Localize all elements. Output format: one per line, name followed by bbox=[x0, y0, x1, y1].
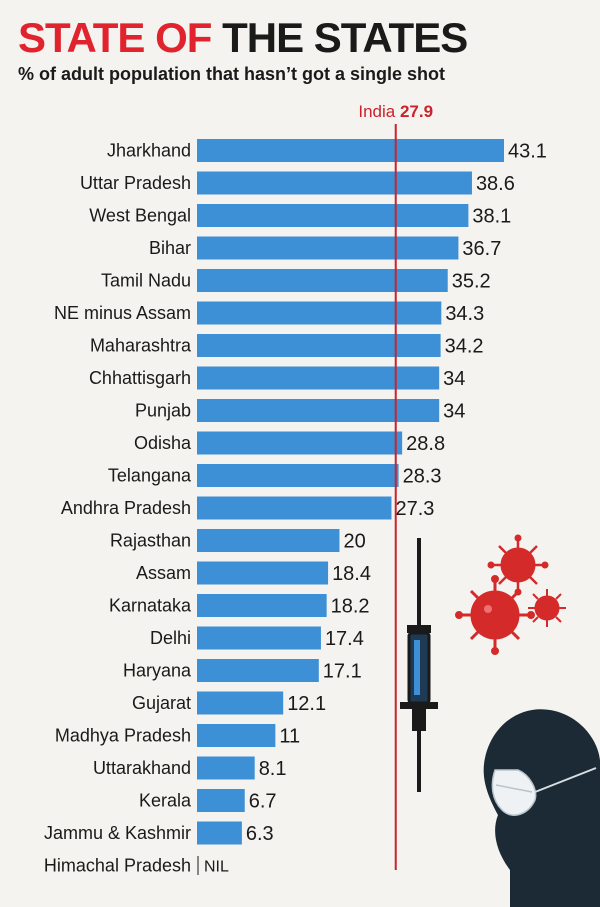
virus-icon bbox=[455, 575, 535, 655]
bar bbox=[197, 301, 442, 325]
reference-line-label: India 27.9 bbox=[358, 102, 433, 122]
value-label: 28.3 bbox=[403, 466, 442, 488]
category-label: Chhattisgarh bbox=[89, 368, 191, 388]
value-label: 43.1 bbox=[508, 141, 547, 163]
bar bbox=[197, 496, 392, 520]
value-label: 6.7 bbox=[249, 791, 277, 813]
value-label: 17.4 bbox=[325, 628, 364, 650]
category-label: Madhya Pradesh bbox=[55, 726, 191, 746]
category-label: Tamil Nadu bbox=[101, 271, 191, 291]
category-label: Karnataka bbox=[109, 596, 192, 616]
category-label: Odisha bbox=[134, 433, 192, 453]
value-label: 34 bbox=[443, 401, 465, 423]
reference-value: 27.9 bbox=[399, 102, 434, 121]
bar bbox=[197, 431, 403, 455]
syringe-icon bbox=[400, 538, 438, 792]
value-label: 18.4 bbox=[332, 563, 371, 585]
title-accent: STATE OF bbox=[18, 14, 212, 61]
value-label: 18.2 bbox=[331, 596, 370, 618]
value-label: 6.3 bbox=[246, 823, 274, 845]
bar bbox=[197, 204, 469, 227]
bar bbox=[197, 529, 340, 552]
bar bbox=[197, 789, 245, 812]
bar bbox=[197, 366, 440, 390]
value-label: 12.1 bbox=[287, 693, 326, 715]
value-label: 28.8 bbox=[406, 433, 445, 455]
category-label: Uttar Pradesh bbox=[80, 173, 191, 193]
bar bbox=[197, 691, 284, 715]
bar bbox=[197, 821, 242, 845]
category-label: Rajasthan bbox=[110, 531, 191, 551]
value-label: 27.3 bbox=[395, 498, 434, 520]
bar bbox=[197, 399, 440, 422]
category-label: Jammu & Kashmir bbox=[44, 823, 191, 843]
value-label: 11 bbox=[279, 726, 300, 748]
virus-icon bbox=[528, 589, 566, 627]
category-label: Delhi bbox=[150, 628, 191, 648]
category-label: Telangana bbox=[108, 466, 192, 486]
value-label: 8.1 bbox=[259, 758, 287, 780]
reference-name: India bbox=[358, 102, 396, 121]
category-label: Assam bbox=[136, 563, 191, 583]
bar bbox=[197, 659, 319, 682]
value-label: 34.3 bbox=[445, 303, 484, 325]
bar bbox=[197, 756, 255, 780]
category-label: Punjab bbox=[135, 401, 191, 421]
value-label: 38.6 bbox=[476, 173, 515, 195]
vaccine-illustration bbox=[400, 534, 600, 907]
category-label: Kerala bbox=[139, 791, 192, 811]
value-label: 34 bbox=[443, 368, 465, 390]
value-label: NIL bbox=[204, 859, 229, 876]
bar bbox=[197, 139, 504, 162]
value-label: 34.2 bbox=[445, 336, 484, 358]
value-label: 36.7 bbox=[462, 238, 501, 260]
category-label: Himachal Pradesh bbox=[44, 856, 191, 876]
category-label: West Bengal bbox=[89, 206, 191, 226]
bar bbox=[197, 561, 329, 585]
bar bbox=[197, 464, 399, 487]
value-label: 20 bbox=[343, 531, 365, 553]
value-label: 38.1 bbox=[472, 206, 511, 228]
bar bbox=[197, 626, 321, 650]
bar bbox=[197, 334, 441, 357]
chart-title: STATE OF THE STATES bbox=[18, 14, 468, 62]
category-label: Uttarakhand bbox=[93, 758, 191, 778]
bar bbox=[197, 724, 276, 747]
category-label: Gujarat bbox=[132, 693, 191, 713]
category-label: Haryana bbox=[123, 661, 192, 681]
category-label: Maharashtra bbox=[90, 336, 192, 356]
title-main: THE STATES bbox=[222, 14, 468, 61]
value-label: 35.2 bbox=[452, 271, 491, 293]
chart-subtitle: % of adult population that hasn’t got a … bbox=[18, 64, 445, 84]
bar bbox=[197, 236, 459, 260]
category-label: Bihar bbox=[149, 238, 191, 258]
bar bbox=[197, 594, 327, 617]
category-label: NE minus Assam bbox=[54, 303, 191, 323]
bar bbox=[197, 171, 472, 195]
category-label: Andhra Pradesh bbox=[61, 498, 191, 518]
masked-person-icon bbox=[483, 709, 600, 907]
value-label: 17.1 bbox=[323, 661, 362, 683]
virus-icon bbox=[487, 534, 549, 596]
category-label: Jharkhand bbox=[107, 141, 191, 161]
bar bbox=[197, 269, 448, 292]
